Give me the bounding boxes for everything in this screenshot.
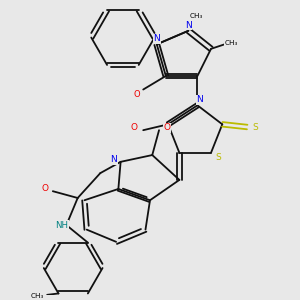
Text: O: O [41, 184, 48, 194]
Text: O: O [133, 89, 140, 98]
Text: S: S [215, 153, 221, 162]
Text: N: N [185, 21, 192, 30]
Text: O: O [131, 123, 138, 132]
Text: CH₃: CH₃ [190, 13, 203, 19]
Text: S: S [252, 122, 258, 131]
Text: NH: NH [56, 220, 68, 230]
Text: CH₃: CH₃ [225, 40, 238, 46]
Text: N: N [110, 155, 117, 164]
Text: O: O [164, 123, 171, 132]
Text: CH₃: CH₃ [31, 293, 44, 299]
Text: N: N [196, 95, 203, 104]
Text: N: N [153, 34, 160, 43]
